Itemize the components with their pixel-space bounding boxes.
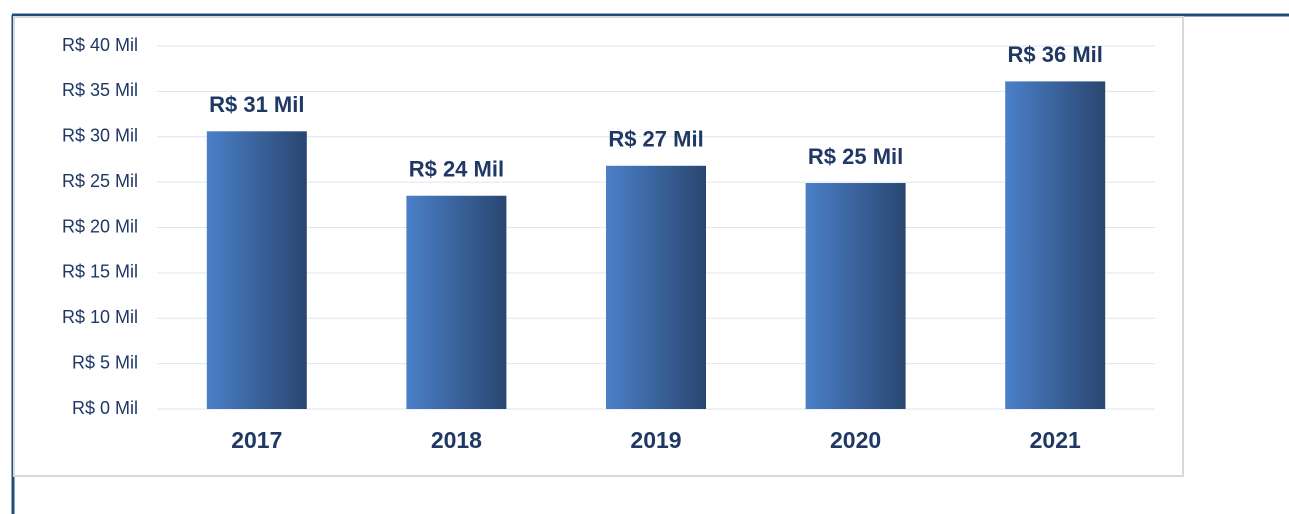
y-tick-label: R$ 30 Mil	[62, 126, 138, 146]
y-tick-label: R$ 25 Mil	[62, 171, 138, 191]
x-tick-label: 2017	[231, 427, 282, 453]
y-tick-label: R$ 10 Mil	[62, 307, 138, 327]
x-tick-label: 2020	[830, 427, 881, 453]
value-label: R$ 27 Mil	[608, 127, 703, 152]
value-label: R$ 24 Mil	[409, 157, 504, 182]
bar	[805, 183, 906, 409]
y-tick-label: R$ 15 Mil	[62, 262, 138, 282]
value-label: R$ 36 Mil	[1008, 42, 1103, 67]
bar	[406, 195, 507, 409]
y-tick-label: R$ 0 Mil	[72, 398, 138, 418]
x-tick-label: 2018	[431, 427, 482, 453]
bar	[1005, 81, 1106, 409]
y-tick-label: R$ 5 Mil	[72, 352, 138, 372]
bar	[206, 131, 307, 409]
y-tick-label: R$ 40 Mil	[62, 35, 138, 55]
value-label: R$ 31 Mil	[209, 92, 304, 117]
bar	[606, 165, 706, 409]
x-tick-label: 2021	[1030, 427, 1081, 453]
y-tick-label: R$ 35 Mil	[62, 80, 138, 100]
plot: R$ 0 Mil R$ 5 Mil R$ 10 Mil R$ 15 Mil R$ 20 …	[62, 35, 1155, 453]
value-label: R$ 25 Mil	[808, 144, 903, 169]
y-tick-label: R$ 20 Mil	[62, 216, 138, 236]
x-tick-label: 2019	[630, 427, 681, 453]
